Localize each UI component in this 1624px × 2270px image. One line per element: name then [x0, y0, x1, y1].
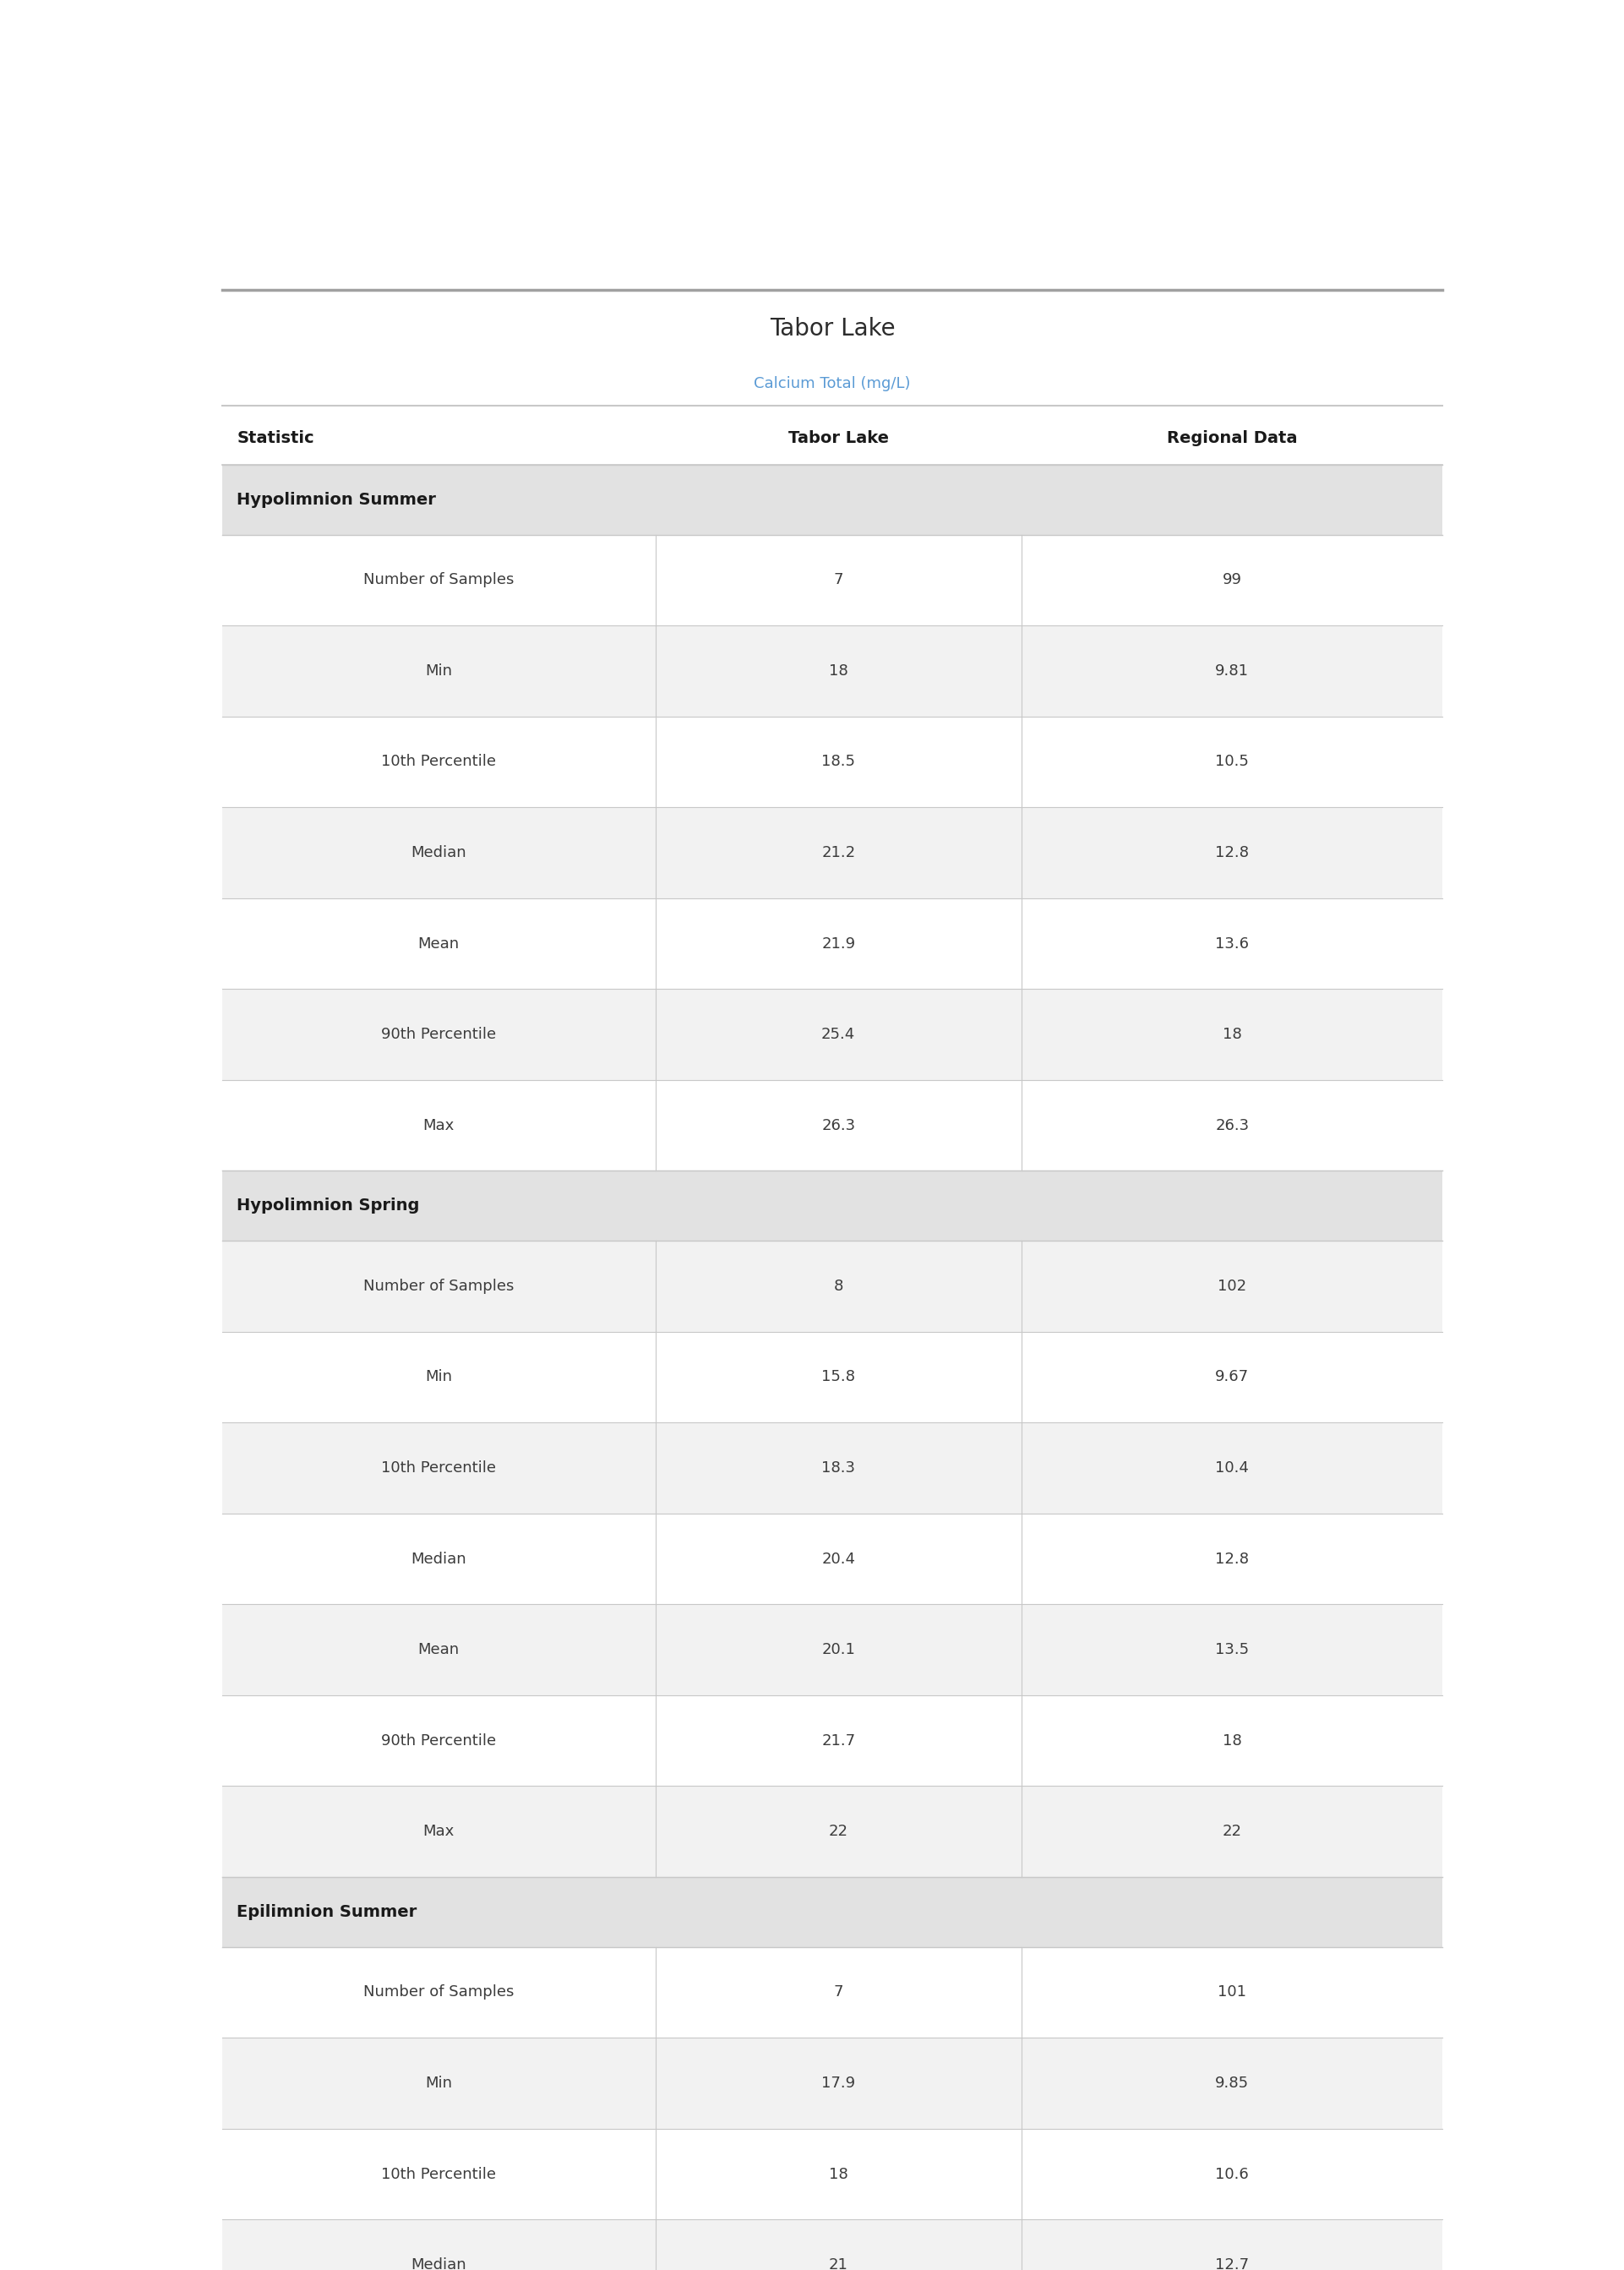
Text: 18: 18: [828, 663, 848, 679]
Text: Median: Median: [411, 844, 466, 860]
FancyBboxPatch shape: [222, 1171, 1442, 1242]
Text: 18: 18: [1223, 1732, 1242, 1748]
Text: 9.81: 9.81: [1215, 663, 1249, 679]
Text: 15.8: 15.8: [822, 1369, 856, 1385]
Text: Regional Data: Regional Data: [1168, 431, 1298, 447]
FancyBboxPatch shape: [222, 717, 1442, 808]
Text: 26.3: 26.3: [822, 1117, 856, 1133]
Text: 10th Percentile: 10th Percentile: [382, 2166, 495, 2181]
Text: Tabor Lake: Tabor Lake: [770, 316, 895, 340]
Text: Number of Samples: Number of Samples: [364, 1278, 513, 1294]
Text: Tabor Lake: Tabor Lake: [788, 431, 888, 447]
Text: Min: Min: [425, 1369, 451, 1385]
Text: Mean: Mean: [417, 935, 460, 951]
Text: 12.8: 12.8: [1215, 1550, 1249, 1566]
Text: Hypolimnion Summer: Hypolimnion Summer: [237, 493, 437, 508]
FancyBboxPatch shape: [222, 808, 1442, 899]
Text: Max: Max: [422, 1823, 455, 1839]
Text: 21: 21: [828, 2256, 848, 2270]
Text: 22: 22: [828, 1823, 848, 1839]
Text: 10.4: 10.4: [1215, 1460, 1249, 1476]
Text: 21.9: 21.9: [822, 935, 856, 951]
Text: Mean: Mean: [417, 1641, 460, 1657]
Text: 8: 8: [833, 1278, 843, 1294]
Text: Max: Max: [422, 1117, 455, 1133]
Text: Median: Median: [411, 1550, 466, 1566]
Text: 18.5: 18.5: [822, 754, 856, 770]
FancyBboxPatch shape: [222, 2220, 1442, 2270]
FancyBboxPatch shape: [222, 1605, 1442, 1696]
FancyBboxPatch shape: [222, 899, 1442, 990]
Text: 22: 22: [1223, 1823, 1242, 1839]
FancyBboxPatch shape: [222, 2038, 1442, 2129]
Text: 90th Percentile: 90th Percentile: [382, 1732, 495, 1748]
Text: Min: Min: [425, 663, 451, 679]
Text: 10.6: 10.6: [1215, 2166, 1249, 2181]
Text: Hypolimnion Spring: Hypolimnion Spring: [237, 1199, 421, 1214]
Text: 20.1: 20.1: [822, 1641, 856, 1657]
Text: Epilimnion Summer: Epilimnion Summer: [237, 1905, 417, 1920]
Text: 18: 18: [828, 2166, 848, 2181]
Text: Number of Samples: Number of Samples: [364, 1984, 513, 2000]
Text: 20.4: 20.4: [822, 1550, 856, 1566]
FancyBboxPatch shape: [222, 1786, 1442, 1877]
FancyBboxPatch shape: [222, 1242, 1442, 1332]
Text: 101: 101: [1218, 1984, 1247, 2000]
FancyBboxPatch shape: [222, 1948, 1442, 2038]
Text: 13.5: 13.5: [1215, 1641, 1249, 1657]
FancyBboxPatch shape: [222, 1514, 1442, 1605]
Text: 18: 18: [1223, 1026, 1242, 1042]
Text: Number of Samples: Number of Samples: [364, 572, 513, 588]
Text: 13.6: 13.6: [1215, 935, 1249, 951]
Text: 102: 102: [1218, 1278, 1247, 1294]
Text: 18.3: 18.3: [822, 1460, 856, 1476]
Text: 7: 7: [833, 572, 843, 588]
Text: 21.7: 21.7: [822, 1732, 856, 1748]
FancyBboxPatch shape: [222, 536, 1442, 627]
Text: 99: 99: [1223, 572, 1242, 588]
FancyBboxPatch shape: [222, 1081, 1442, 1171]
Text: 10th Percentile: 10th Percentile: [382, 754, 495, 770]
Text: 12.7: 12.7: [1215, 2256, 1249, 2270]
Text: Median: Median: [411, 2256, 466, 2270]
FancyBboxPatch shape: [222, 1877, 1442, 1948]
FancyBboxPatch shape: [222, 627, 1442, 717]
Text: 9.67: 9.67: [1215, 1369, 1249, 1385]
FancyBboxPatch shape: [222, 1696, 1442, 1786]
FancyBboxPatch shape: [222, 1332, 1442, 1423]
Text: Statistic: Statistic: [237, 431, 315, 447]
Text: 17.9: 17.9: [822, 2075, 856, 2091]
FancyBboxPatch shape: [222, 2129, 1442, 2220]
Text: 10.5: 10.5: [1215, 754, 1249, 770]
Text: Min: Min: [425, 2075, 451, 2091]
Text: 12.8: 12.8: [1215, 844, 1249, 860]
FancyBboxPatch shape: [222, 1423, 1442, 1514]
Text: 26.3: 26.3: [1215, 1117, 1249, 1133]
Text: 25.4: 25.4: [822, 1026, 856, 1042]
Text: 21.2: 21.2: [822, 844, 856, 860]
Text: 7: 7: [833, 1984, 843, 2000]
Text: 9.85: 9.85: [1215, 2075, 1249, 2091]
FancyBboxPatch shape: [222, 990, 1442, 1081]
Text: 10th Percentile: 10th Percentile: [382, 1460, 495, 1476]
Text: 90th Percentile: 90th Percentile: [382, 1026, 495, 1042]
FancyBboxPatch shape: [222, 465, 1442, 536]
Text: Calcium Total (mg/L): Calcium Total (mg/L): [754, 377, 911, 390]
